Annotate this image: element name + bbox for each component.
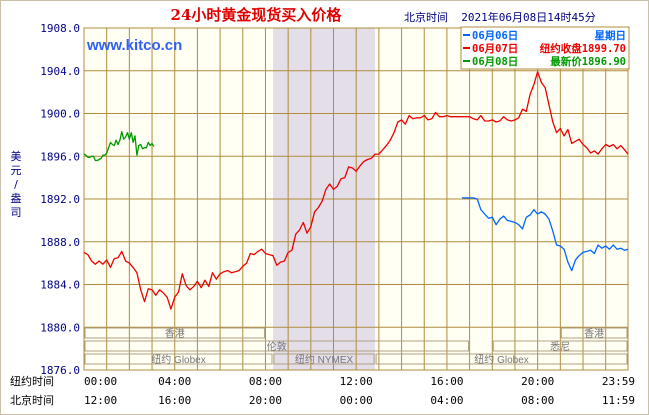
y-tick-label: 1904.0 <box>40 65 80 78</box>
y-axis-label: 美元/盎司 <box>11 150 22 219</box>
x-tick-label: 04:00 <box>158 375 191 388</box>
x-tick-label: 04:00 <box>430 394 463 407</box>
y-label-char: 元 <box>11 164 22 177</box>
session-bar <box>84 353 273 365</box>
session-label: 纽约 Globex <box>151 353 205 366</box>
session-label: 伦敦 <box>267 340 287 353</box>
y-tick-label: 1884.0 <box>40 279 80 292</box>
x-tick-label: 12:00 <box>84 394 117 407</box>
y-label-char: / <box>14 178 18 191</box>
y-axis-ticks: 1908.0 1904.0 1900.0 1896.0 1892.0 1888.0 1884… <box>40 22 80 377</box>
session-bar <box>273 353 375 365</box>
x-axis-rows: 纽约时间 00:00 04:00 08:00 12:00 16:00 20:00 23:59 北… <box>10 374 635 407</box>
legend-label: 06月06日 <box>472 30 518 42</box>
y-tick-label: 1896.0 <box>40 150 80 163</box>
series-line <box>83 131 155 162</box>
legend-label: 06月08日 <box>472 56 518 68</box>
x-tick-label: 00:00 <box>84 375 117 388</box>
x-tick-label: 23:59 <box>602 375 635 388</box>
x-tick-label: 12:00 <box>340 375 373 388</box>
y-tick-label: 1888.0 <box>40 236 80 249</box>
x-row-label: 北京时间 <box>10 393 54 407</box>
chart-title: 24小时黄金现货买入价格 <box>171 6 343 24</box>
y-tick-label: 1900.0 <box>40 108 80 121</box>
x-row-label: 纽约时间 <box>10 374 54 388</box>
session-bar <box>84 327 265 339</box>
session-label: 悉尼 <box>550 341 570 353</box>
horizontal-grid <box>84 27 628 371</box>
session-bar <box>492 340 628 352</box>
x-tick-label: 08:00 <box>521 394 554 407</box>
x-tick-label: 20:00 <box>521 375 554 388</box>
session-bar <box>84 340 470 352</box>
session-label: 纽约 Globex <box>474 353 528 366</box>
session-label: 香港 <box>584 328 604 340</box>
y-label-char: 盎 <box>11 191 22 205</box>
y-label-char: 美 <box>11 150 22 163</box>
y-tick-label: 1876.0 <box>40 364 80 377</box>
x-tick-label: 16:00 <box>158 394 191 407</box>
legend-label: 06月07日 <box>472 43 518 55</box>
y-tick-label: 1908.0 <box>40 22 80 35</box>
site-watermark: www.kitco.cn <box>86 37 182 54</box>
session-bar <box>560 327 628 339</box>
legend-box <box>460 26 630 70</box>
series-line <box>462 197 629 272</box>
legend: 06月06日 星期日 06月07日 纽约收盘1899.70 06月08日 最新价1896.… <box>460 26 630 70</box>
x-tick-label: 16:00 <box>430 375 463 388</box>
session-label: 香港 <box>165 328 185 340</box>
y-label-char: 司 <box>11 206 22 219</box>
y-tick-label: 1892.0 <box>40 193 80 206</box>
legend-info: 最新价1896.90 <box>550 55 626 68</box>
session-bar <box>375 353 628 365</box>
session-label: 纽约 NYMEX <box>295 353 354 366</box>
price-series <box>83 71 629 310</box>
series-line <box>83 71 629 310</box>
x-tick-label: 20:00 <box>249 394 282 407</box>
chart-subtitle: 北京时间 2021年06月08日14时45分 <box>404 10 596 24</box>
x-tick-label: 08:00 <box>249 375 282 388</box>
x-tick-label: 11:59 <box>602 394 635 407</box>
x-tick-label: 00:00 <box>340 394 373 407</box>
vertical-grid <box>106 28 607 370</box>
legend-info: 星期日 <box>595 29 627 42</box>
legend-info: 纽约收盘1899.70 <box>540 42 626 55</box>
y-tick-label: 1880.0 <box>40 321 80 334</box>
